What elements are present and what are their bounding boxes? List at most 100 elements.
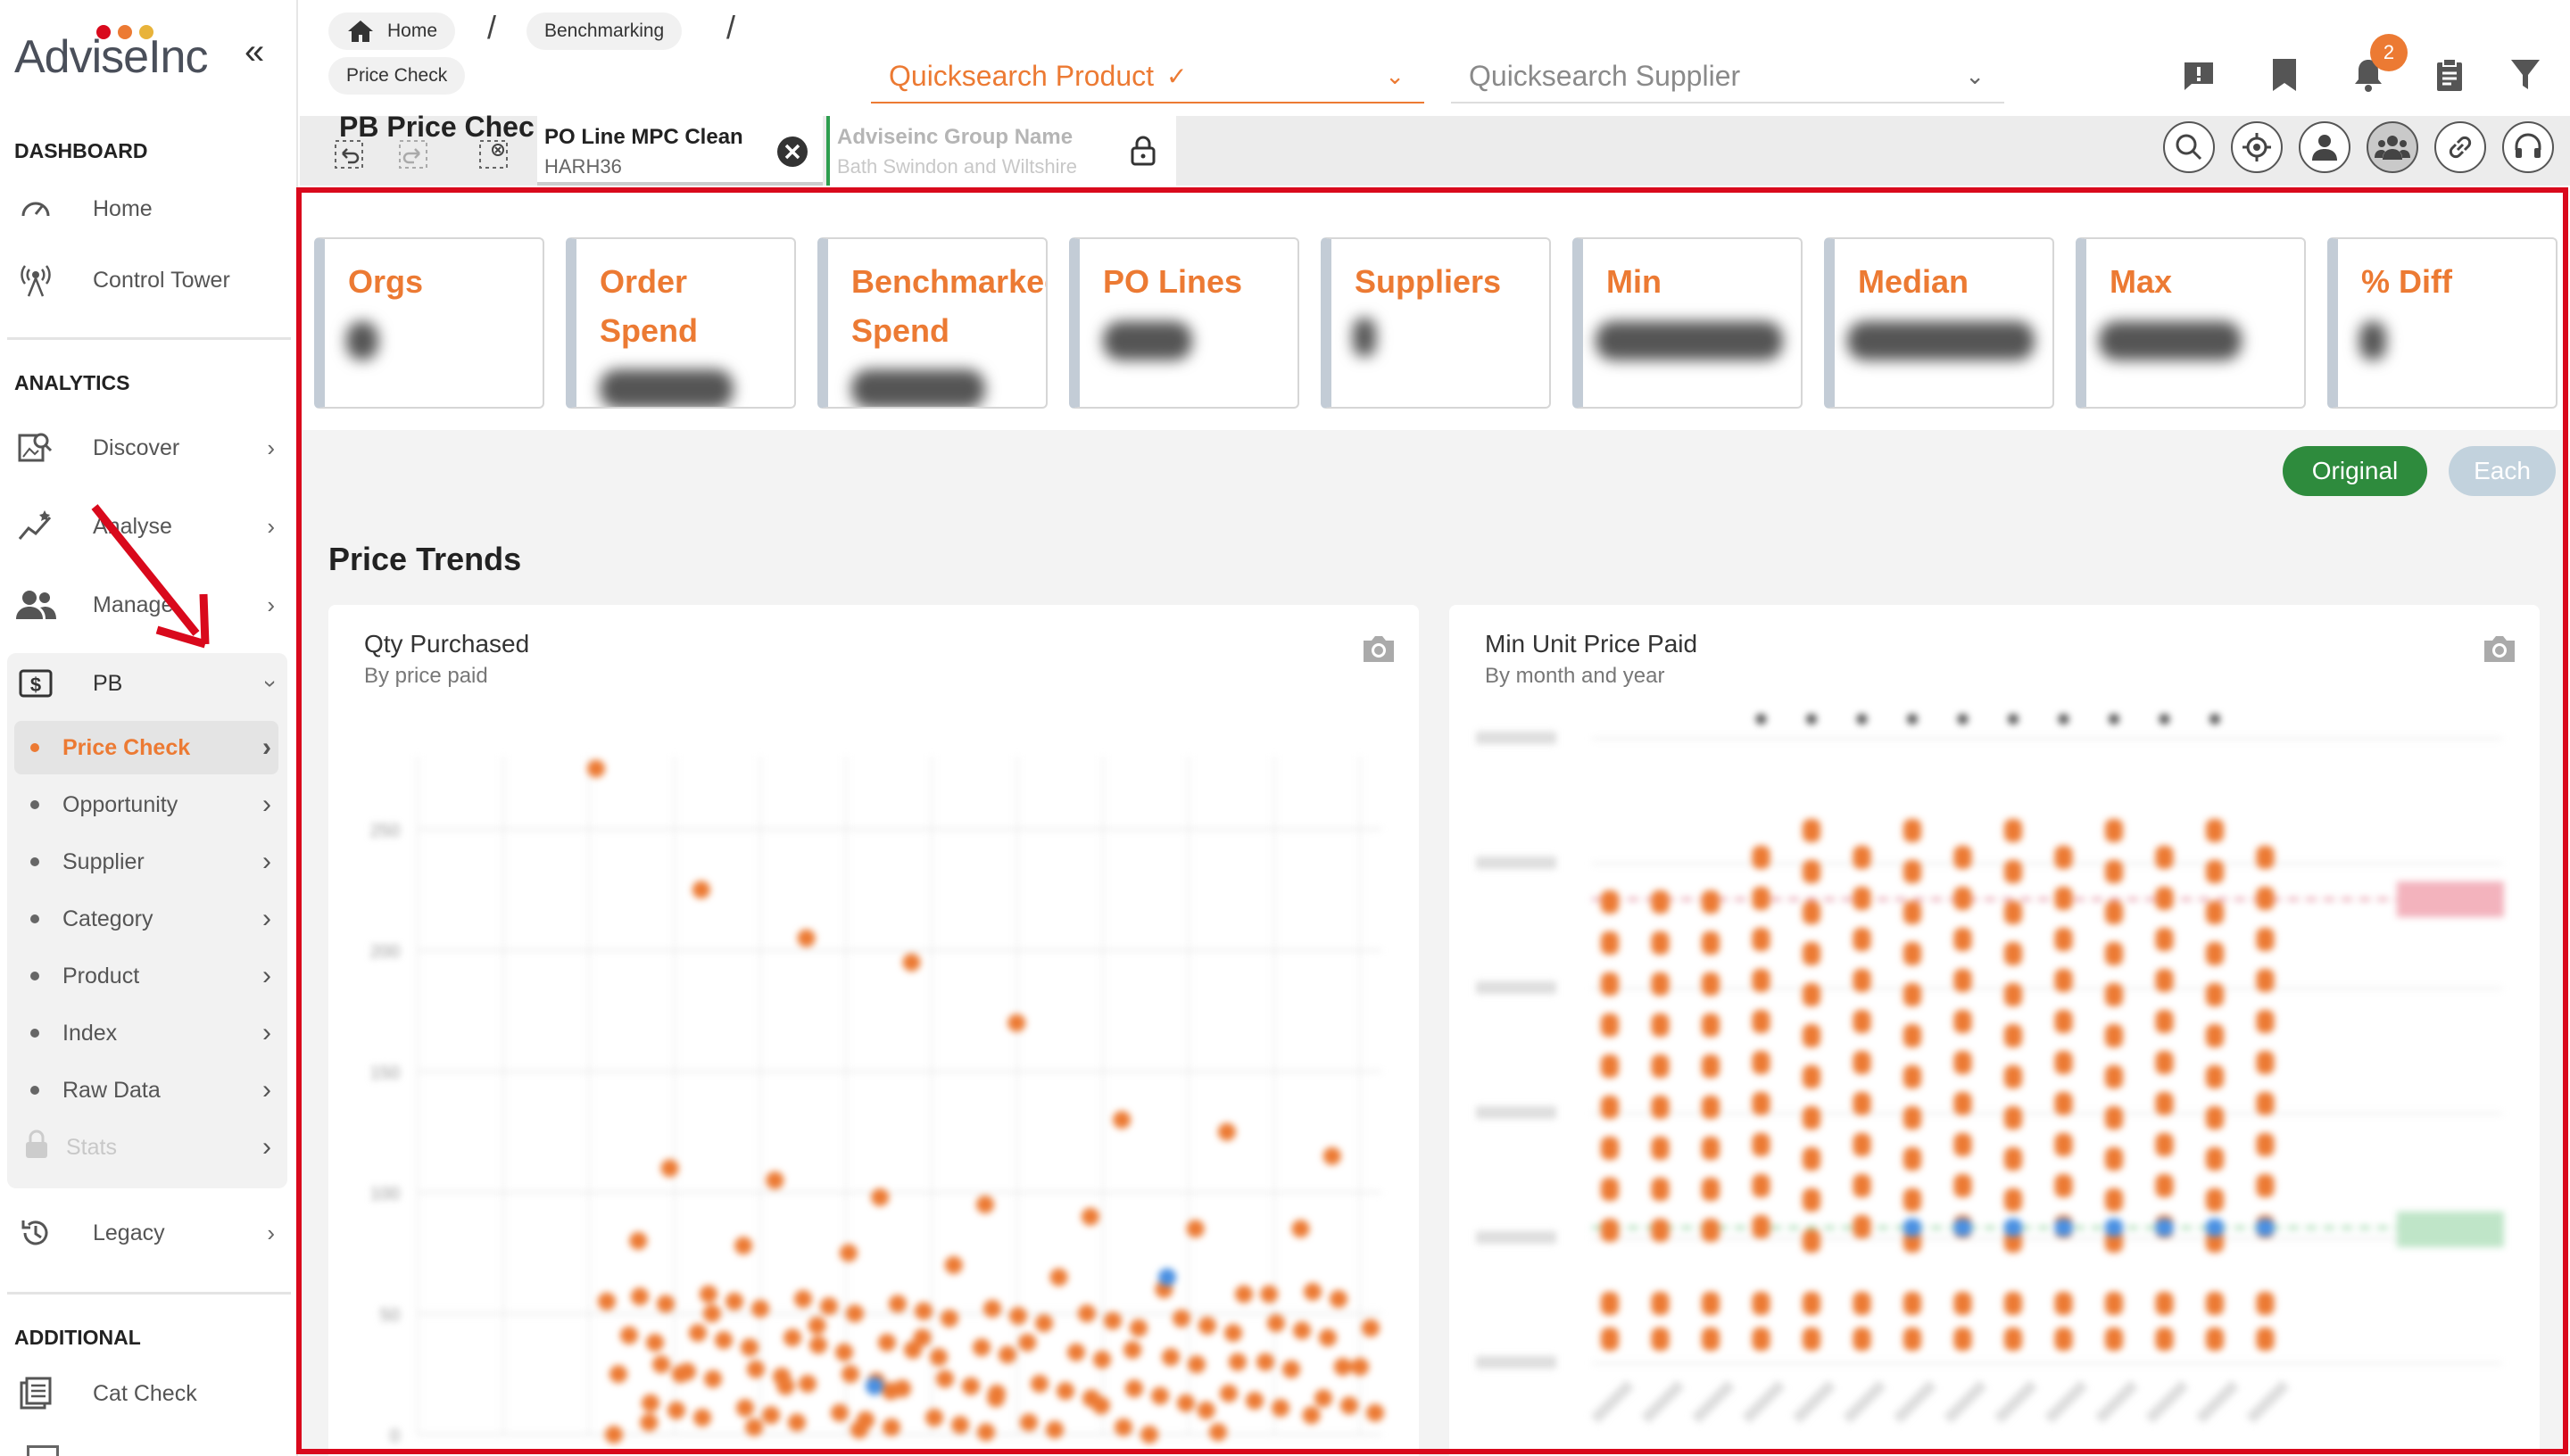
sidebar-item-index[interactable]: Index ›: [14, 1006, 278, 1060]
toggle-each[interactable]: Each: [2449, 446, 2556, 496]
list-doc-icon: [14, 1372, 57, 1415]
bookmark-icon[interactable]: [2270, 57, 2299, 93]
x-tick-placeholder: [1944, 1380, 1987, 1424]
sidebar-item-control-tower[interactable]: Control Tower: [14, 253, 282, 307]
scatter-point-highlight: [2155, 1219, 2174, 1237]
scatter-point: [1702, 1137, 1720, 1160]
marker-dot: [2209, 714, 2220, 724]
scatter-point: [2054, 887, 2073, 910]
scatter-point: [2206, 1024, 2224, 1047]
scatter-point: [1601, 1219, 1619, 1242]
marker-dot: [1907, 714, 1918, 724]
scatter-point: [1651, 890, 1670, 914]
sidebar-item-manage[interactable]: Manage ›: [14, 578, 282, 632]
clear-filters-icon[interactable]: [478, 139, 509, 170]
breadcrumb-home[interactable]: Home: [328, 12, 456, 50]
sidebar-item-legacy[interactable]: Legacy ›: [14, 1206, 282, 1260]
sidebar-item-raw-data[interactable]: Raw Data ›: [14, 1063, 278, 1117]
scatter-point: [2206, 901, 2224, 924]
scatter-point: [936, 1369, 954, 1388]
breadcrumb-benchmarking[interactable]: Benchmarking: [526, 12, 683, 50]
y-tick-placeholder: [1476, 981, 1556, 994]
undo-icon[interactable]: [334, 139, 364, 170]
scatter-point: [2256, 969, 2275, 992]
camera-icon[interactable]: [1360, 633, 1397, 664]
scatter-point: [2105, 901, 2123, 924]
kpi-card-orgs: Orgs: [314, 237, 544, 409]
scatter-point: [2004, 1065, 2022, 1088]
lock-icon: [23, 1129, 50, 1166]
quicksearch-supplier[interactable]: Quicksearch Supplier ⌄: [1451, 50, 2004, 103]
scatter-point: [693, 1409, 711, 1427]
sidebar-item-opportunity[interactable]: Opportunity ›: [14, 778, 278, 831]
scatter-point: [1020, 1413, 1038, 1432]
scatter-point: [2105, 1106, 2123, 1129]
chevron-down-icon: ⌄: [1385, 62, 1405, 89]
sidebar-item-price-check[interactable]: Price Check ›: [14, 721, 278, 774]
sidebar-item-pb[interactable]: $ PB ›: [14, 657, 285, 710]
quicksearch-product[interactable]: Quicksearch Product ✓ ⌄: [871, 50, 1424, 103]
kpi-card-max: Max: [2076, 237, 2306, 409]
collapse-sidebar-button[interactable]: «: [245, 32, 265, 71]
scatter-point: [2004, 1106, 2022, 1129]
sidebar-item-supplier[interactable]: Supplier ›: [14, 835, 278, 889]
sidebar-item-category[interactable]: Category ›: [14, 892, 278, 946]
scatter-point: [1702, 1013, 1720, 1037]
camera-icon[interactable]: [2481, 633, 2518, 664]
scatter-point: [689, 1324, 707, 1342]
marker-dot: [1957, 714, 1969, 724]
scatter-point: [1903, 860, 1921, 883]
scatter-point-highlight: [2054, 1219, 2073, 1237]
scatter-point: [1115, 1418, 1132, 1436]
headset-icon[interactable]: [2502, 121, 2554, 173]
group-icon[interactable]: [2367, 121, 2418, 173]
scatter-point: [1046, 1420, 1064, 1439]
main-content: Orgs Order Spend Benchmarked Spend PO Li…: [300, 189, 2566, 1456]
scatter-point: [741, 1338, 759, 1357]
sidebar-item-product[interactable]: Product ›: [14, 949, 278, 1003]
crosshair-icon[interactable]: [2231, 121, 2283, 173]
scatter-point: [983, 1299, 1001, 1318]
scatter-point: [2256, 1010, 2275, 1033]
user-icon[interactable]: [2299, 121, 2350, 173]
marker-dot: [2008, 714, 2019, 724]
scatter-point: [1651, 972, 1670, 996]
link-icon[interactable]: [2434, 121, 2486, 173]
sidebar-item-discover[interactable]: Discover ›: [14, 421, 282, 475]
kpi-value: [1103, 321, 1192, 360]
scatter-point: [1198, 1316, 1216, 1335]
scatter-point: [1752, 1092, 1770, 1115]
scatter-point: [1009, 1307, 1027, 1325]
search-icon[interactable]: [2163, 121, 2215, 173]
toggle-original[interactable]: Original: [2283, 446, 2427, 496]
qty-purchased-panel: Qty Purchased By price paid 0 50 100 150 200…: [328, 605, 1419, 1456]
sidebar-item-home[interactable]: Home: [14, 182, 282, 236]
scatter-point: [2256, 846, 2275, 869]
remove-filter-icon[interactable]: [776, 136, 808, 168]
marker-dot: [1806, 714, 1817, 724]
scatter-point: [1803, 1065, 1820, 1088]
redo-icon[interactable]: [398, 139, 428, 170]
scatter-point: [631, 1287, 649, 1306]
scatter-point: [1173, 1309, 1190, 1328]
breadcrumb-price-check[interactable]: Price Check: [328, 57, 466, 95]
filter-chip-po-line[interactable]: PO Line MPC Clean HARH36: [537, 116, 823, 186]
scatter-point: [1601, 1013, 1619, 1037]
broadcast-tower-icon: [14, 259, 57, 302]
kpi-value: [1353, 318, 1376, 357]
scatter-point: [1220, 1384, 1238, 1402]
y-tick-label: 100: [370, 1185, 400, 1204]
sidebar-item-cat-check[interactable]: Cat Check: [14, 1367, 282, 1420]
scatter-point: [1049, 1268, 1068, 1286]
scatter-point: [1057, 1382, 1074, 1401]
scatter-point: [1853, 1328, 1871, 1351]
scatter-point: [2105, 983, 2123, 1006]
scatter-point: [2004, 983, 2022, 1006]
scatter-point: [794, 1290, 812, 1308]
scatter-point: [692, 881, 710, 899]
history-icon: [14, 1212, 57, 1254]
feedback-icon[interactable]: [2183, 61, 2215, 91]
filter-icon[interactable]: [2509, 57, 2541, 93]
dollar-box-icon: $: [14, 662, 57, 705]
clipboard-icon[interactable]: [2434, 57, 2465, 93]
